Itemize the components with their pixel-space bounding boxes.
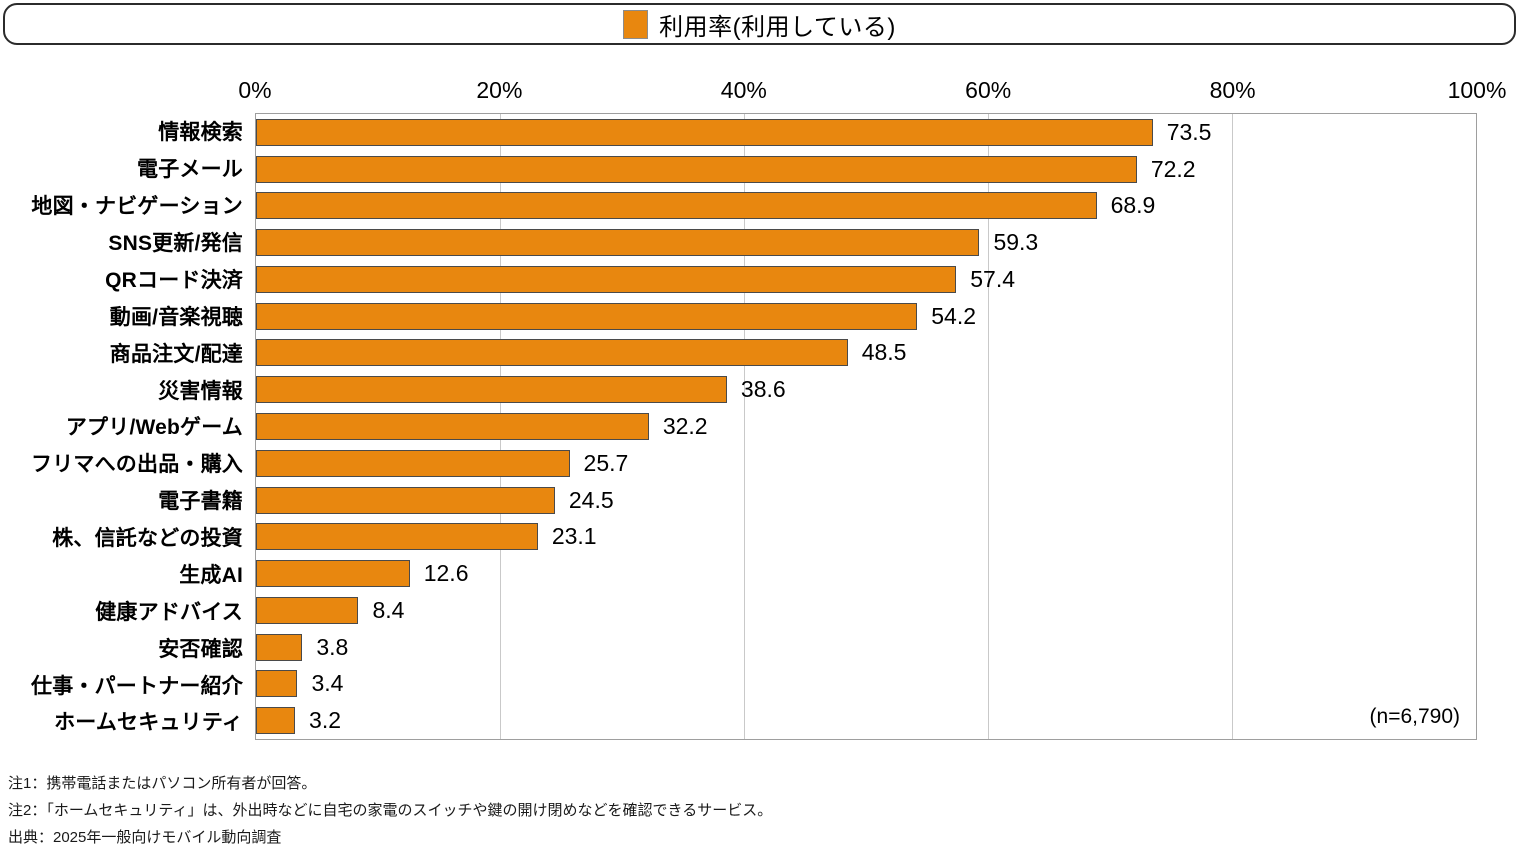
gridline — [1232, 114, 1233, 739]
footnotes: 注1：携帯電話またはパソコン所有者が回答。注2：「ホームセキュリティ」は、外出時… — [8, 770, 1208, 851]
category-label: 電子書籍 — [158, 490, 243, 514]
bar-row: 32.2 — [256, 408, 1476, 445]
bar-value-label: 3.2 — [309, 707, 342, 734]
bar-value-label: 72.2 — [1150, 155, 1196, 182]
category-label: SNS更新/発信 — [108, 232, 243, 256]
x-axis-tick: 100% — [1447, 77, 1507, 103]
bar-value-label: 3.4 — [311, 670, 344, 697]
bar — [256, 523, 538, 551]
bar-row: 8.4 — [256, 592, 1476, 629]
x-axis-tick: 60% — [965, 77, 1012, 103]
bar-value-label: 59.3 — [993, 229, 1039, 256]
category-label: 生成AI — [179, 563, 243, 587]
category-label: ホームセキュリティ — [54, 711, 243, 735]
bar-row: 12.6 — [256, 555, 1476, 592]
bar-row: 23.1 — [256, 518, 1476, 555]
bar-value-label: 24.5 — [568, 486, 614, 513]
bar-row: 73.5 — [256, 114, 1476, 151]
category-label: 災害情報 — [158, 379, 243, 403]
x-axis-tick: 40% — [720, 77, 767, 103]
bar-row: 54.2 — [256, 298, 1476, 335]
bar — [256, 413, 649, 440]
gridline — [988, 114, 989, 739]
bar-value-label: 8.4 — [372, 596, 405, 623]
category-label: 健康アドバイス — [95, 600, 243, 624]
category-label: フリマへの出品・購入 — [31, 453, 243, 477]
category-label: 商品注文/配達 — [109, 342, 243, 366]
bar — [256, 155, 1137, 183]
bar-row: 3.4 — [256, 665, 1476, 702]
bar-value-label: 23.1 — [551, 523, 597, 550]
bar-value-label: 25.7 — [583, 449, 629, 476]
bar — [256, 633, 303, 661]
bar — [256, 192, 1097, 220]
x-axis-tick: 20% — [476, 77, 523, 103]
bar-row: 25.7 — [256, 445, 1476, 482]
bar — [256, 118, 1153, 146]
footnote-line: 注1：携帯電話またはパソコン所有者が回答。 — [8, 775, 317, 792]
x-axis-tick: 80% — [1209, 77, 1256, 103]
sample-size-label: (n=6,790) — [1369, 705, 1460, 728]
bar-row: 68.9 — [256, 188, 1476, 225]
legend: 利用率(利用している) — [3, 3, 1516, 45]
plot-area: 73.5 72.2 68.9 59.3 57.4 54.2 48.5 38.6 32.2 25.7… — [255, 113, 1477, 740]
legend-swatch-icon — [623, 9, 649, 39]
bar-row: 57.4 — [256, 261, 1476, 298]
category-label: 株、信託などの投資 — [52, 527, 243, 551]
bar-value-label: 12.6 — [423, 560, 469, 587]
bar — [256, 265, 957, 293]
bar-row: 24.5 — [256, 482, 1476, 519]
bar — [256, 449, 570, 477]
legend-label: 利用率(利用している) — [659, 13, 896, 41]
gridline — [744, 114, 745, 739]
bar — [256, 376, 727, 404]
bar-value-label: 48.5 — [861, 339, 907, 366]
category-label: 電子メール — [137, 158, 243, 182]
bar — [256, 302, 918, 330]
bar-row: 3.2 — [256, 702, 1476, 739]
bar-row: 48.5 — [256, 335, 1476, 372]
bar — [256, 339, 848, 367]
x-axis-tick: 0% — [238, 77, 272, 103]
category-label: 仕事・パートナー紹介 — [31, 674, 243, 698]
bar-value-label: 57.4 — [970, 265, 1016, 292]
x-axis: 0% 20% 40% 60% 80% 100% — [238, 77, 1506, 105]
footnote-line: 注2：「ホームセキュリティ」は、外出時などに自宅の家電のスイッチや鍵の開け閉めな… — [8, 802, 773, 819]
bar — [256, 560, 410, 588]
category-label: 地図・ナビゲーション — [31, 195, 243, 219]
bar — [256, 596, 359, 624]
bar-row: 59.3 — [256, 224, 1476, 261]
bar-value-label: 32.2 — [662, 413, 708, 439]
bar — [256, 486, 555, 514]
bar-value-label: 54.2 — [931, 302, 976, 329]
bar — [256, 707, 296, 735]
bar-value-label: 38.6 — [740, 376, 786, 403]
category-labels: 情報検索電子メール地図・ナビゲーション SNS更新/発信 QRコード決済 動画/音楽視… — [0, 113, 243, 740]
category-label: 動画/音楽視聴 — [109, 305, 243, 329]
bar-row: 72.2 — [256, 151, 1476, 188]
footnote-line: 出典：2025年一般向けモバイル動向調査 — [8, 829, 282, 846]
bar-row: 38.6 — [256, 371, 1476, 408]
category-label: 安否確認 — [158, 637, 243, 661]
category-label: アプリ/Webゲーム — [65, 416, 243, 440]
bar-value-label: 68.9 — [1110, 192, 1156, 219]
category-label: 情報検索 — [158, 121, 243, 145]
category-label: QRコード決済 — [105, 268, 243, 292]
bar-value-label: 73.5 — [1166, 118, 1212, 145]
bar — [256, 670, 298, 698]
bar-row: 3.8 — [256, 629, 1476, 666]
bar — [256, 229, 980, 257]
bar-value-label: 3.8 — [316, 633, 349, 660]
